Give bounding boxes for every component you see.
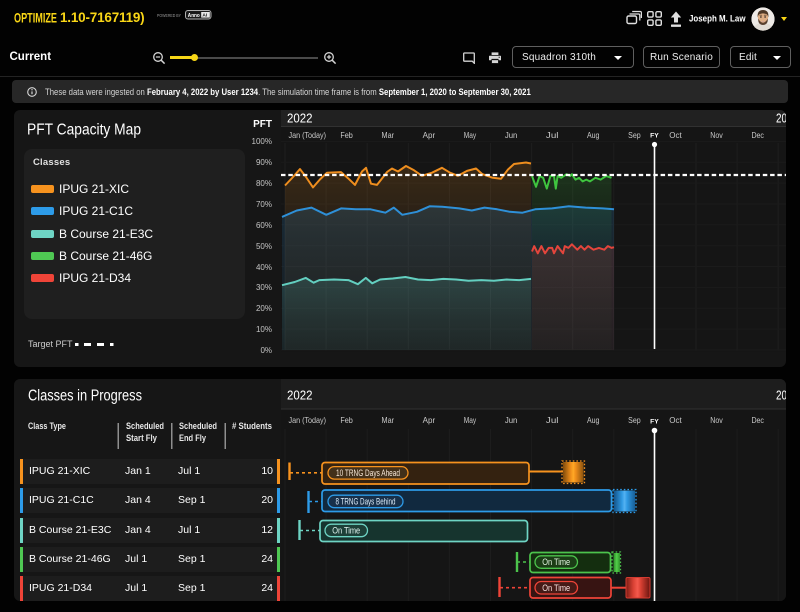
svg-text:Sep: Sep	[628, 130, 641, 140]
svg-text:2023: 2023	[776, 389, 786, 403]
svg-text:On Time: On Time	[542, 557, 570, 567]
svg-text:Nov: Nov	[710, 130, 723, 140]
svg-text:2023: 2023	[776, 112, 786, 126]
svg-text:Feb: Feb	[340, 130, 353, 140]
svg-text:PFT Capacity Map: PFT Capacity Map	[27, 122, 141, 139]
svg-text:OPTIMIZE: OPTIMIZE	[14, 10, 57, 26]
svg-text:Apr: Apr	[423, 130, 436, 140]
svg-text:Oct: Oct	[669, 415, 682, 425]
svg-text:Aug: Aug	[587, 130, 600, 140]
svg-text:FY: FY	[650, 133, 659, 140]
svg-text:POWERED BY: POWERED BY	[157, 13, 182, 19]
svg-text:Jan (Today): Jan (Today)	[289, 415, 327, 425]
svg-text:Dec: Dec	[751, 415, 764, 425]
svg-text:Jul: Jul	[546, 415, 559, 425]
svg-text:Jan (Today): Jan (Today)	[289, 130, 327, 140]
svg-text:Mar: Mar	[382, 130, 395, 140]
svg-text:Sep: Sep	[628, 415, 641, 425]
svg-text:Aug: Aug	[587, 415, 600, 425]
svg-text:Jun: Jun	[505, 415, 518, 425]
svg-text:Jul: Jul	[546, 130, 559, 140]
svg-text:Nov: Nov	[710, 415, 723, 425]
svg-text:Classes in Progress: Classes in Progress	[28, 388, 142, 405]
svg-text:Jun: Jun	[505, 130, 518, 140]
svg-text:8 TRNG Days Behind: 8 TRNG Days Behind	[336, 497, 396, 507]
svg-text:Class Type: Class Type	[28, 421, 66, 431]
svg-text:End Fly: End Fly	[179, 433, 207, 443]
svg-text:Dec: Dec	[751, 130, 764, 140]
svg-text:Anno: Anno	[188, 13, 200, 19]
svg-text:AI: AI	[202, 13, 207, 19]
svg-text:Scheduled: Scheduled	[126, 421, 164, 431]
svg-text:Feb: Feb	[340, 415, 353, 425]
svg-text:Mar: Mar	[382, 415, 395, 425]
svg-text:Scheduled: Scheduled	[179, 421, 217, 431]
svg-text:10 TRNG Days Ahead: 10 TRNG Days Ahead	[336, 468, 400, 478]
svg-text:On Time: On Time	[332, 526, 360, 536]
svg-text:Oct: Oct	[669, 130, 682, 140]
svg-text:Joseph M. Law: Joseph M. Law	[689, 14, 746, 25]
svg-text:2022: 2022	[287, 112, 313, 126]
svg-text:On Time: On Time	[542, 583, 570, 593]
svg-text:Start Fly: Start Fly	[126, 433, 158, 443]
svg-text:May: May	[464, 130, 477, 140]
svg-text:FY: FY	[650, 419, 659, 426]
svg-text:May: May	[464, 415, 477, 425]
svg-text:Apr: Apr	[423, 415, 436, 425]
svg-text:2022: 2022	[287, 389, 313, 403]
svg-text:# Students: # Students	[232, 421, 272, 431]
